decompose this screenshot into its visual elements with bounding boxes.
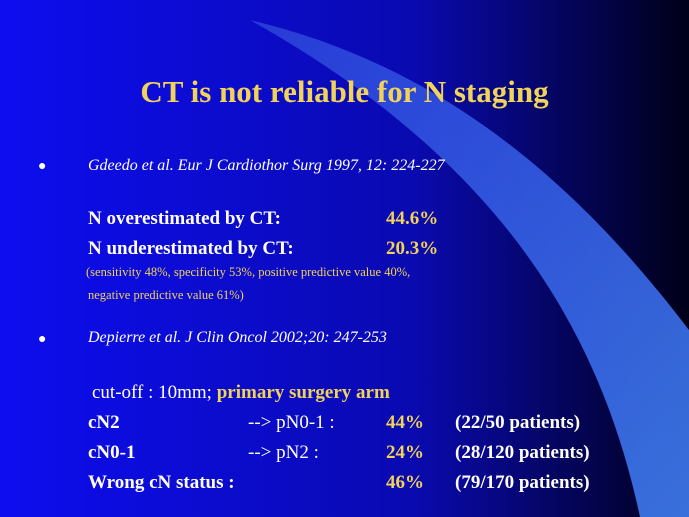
note: (sensitivity 48%, specificity 53%, posit…: [86, 265, 411, 279]
citation: Gdeedo et al. Eur J Cardiothor Surg 1997…: [88, 157, 445, 174]
row-value: 44%: [386, 412, 424, 433]
row-value: 44.6%: [386, 208, 439, 229]
row-detail: (79/170 patients): [455, 472, 590, 493]
row-label: N underestimated by CT:: [88, 238, 294, 259]
bullet: ●: [38, 332, 47, 347]
cutoff: cut-off : 10mm; primary surgery arm: [92, 383, 390, 402]
row-value: 24%: [386, 442, 424, 463]
note: negative predictive value 61%): [88, 288, 244, 302]
bullet: ●: [38, 159, 47, 174]
row-arrow: --> pN0-1 :: [248, 412, 335, 433]
title: CT is not reliable for N staging: [140, 74, 549, 109]
row-label: N overestimated by CT:: [88, 208, 281, 229]
row-arrow: --> pN2 :: [248, 442, 319, 463]
citation: Depierre et al. J Clin Oncol 2002;20: 24…: [88, 329, 387, 346]
row-label: cN2: [88, 412, 120, 433]
row-value: 20.3%: [386, 238, 439, 259]
row-label: cN0-1: [88, 442, 136, 463]
cutoff-text: cut-off : 10mm;: [92, 382, 212, 403]
arm: primary surgery arm: [216, 382, 390, 403]
row-value: 46%: [386, 472, 424, 493]
row-detail: (28/120 patients): [455, 442, 590, 463]
row-detail: (22/50 patients): [455, 412, 581, 433]
row-label: Wrong cN status :: [88, 472, 235, 493]
